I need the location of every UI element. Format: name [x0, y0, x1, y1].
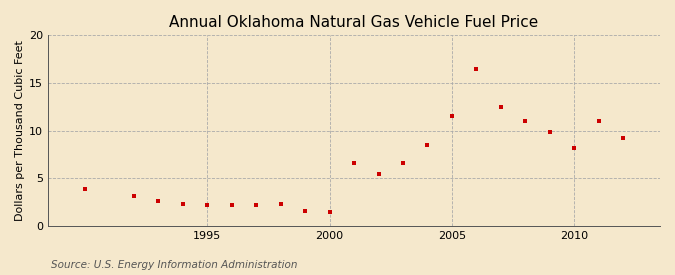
Point [300, 208, 310, 213]
Point [80, 186, 90, 191]
Point [128, 194, 139, 199]
Point [373, 172, 384, 177]
Point [202, 203, 213, 207]
Point [569, 145, 580, 150]
Point [153, 199, 163, 203]
Point [471, 67, 482, 71]
Point [593, 119, 604, 123]
Point [520, 119, 531, 123]
Point [226, 203, 237, 207]
Point [618, 136, 628, 141]
Title: Annual Oklahoma Natural Gas Vehicle Fuel Price: Annual Oklahoma Natural Gas Vehicle Fuel… [169, 15, 539, 30]
Point [447, 114, 458, 119]
Y-axis label: Dollars per Thousand Cubic Feet: Dollars per Thousand Cubic Feet [15, 40, 25, 221]
Point [495, 104, 506, 109]
Point [398, 161, 408, 165]
Point [349, 161, 360, 165]
Point [422, 143, 433, 147]
Text: Source: U.S. Energy Information Administration: Source: U.S. Energy Information Administ… [51, 260, 297, 270]
Point [324, 209, 335, 214]
Point [545, 129, 556, 134]
Point [178, 202, 188, 206]
Point [275, 202, 286, 206]
Point [251, 203, 262, 207]
